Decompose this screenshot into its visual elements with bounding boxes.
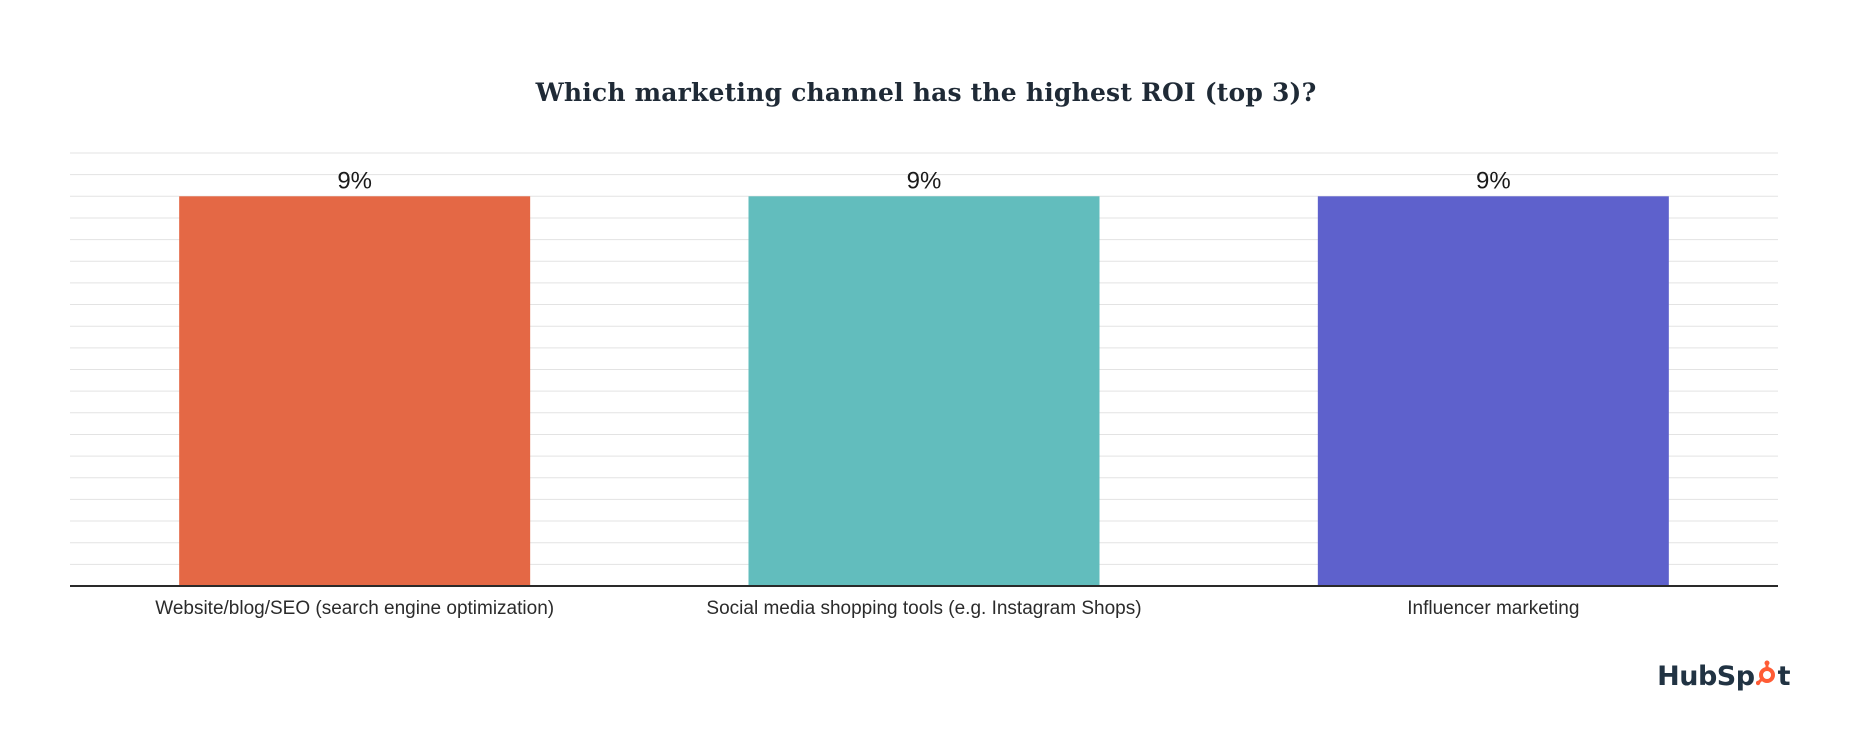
hubspot-logo: HubSp t <box>1657 660 1791 693</box>
chart-title: Which marketing channel has the highest … <box>535 78 1317 107</box>
value-labels: 9% 9% 9% <box>337 167 1510 194</box>
bar-value-label: 9% <box>337 167 372 194</box>
category-label: Social media shopping tools (e.g. Instag… <box>706 598 1141 619</box>
hubspot-logo-wordmark: HubSp <box>1657 661 1755 692</box>
category-label: Website/blog/SEO (search engine optimiza… <box>155 598 554 619</box>
bars <box>179 196 1669 587</box>
bar-value-label: 9% <box>1476 167 1511 194</box>
bar-1 <box>179 196 531 587</box>
bar-2 <box>748 196 1100 587</box>
bar-value-label: 9% <box>907 167 942 194</box>
category-label: Influencer marketing <box>1407 598 1579 619</box>
sprocket-icon <box>1755 660 1778 693</box>
category-labels: Website/blog/SEO (search engine optimiza… <box>155 598 1579 619</box>
bar-3 <box>1317 196 1669 587</box>
hubspot-logo-tail: t <box>1777 661 1791 692</box>
